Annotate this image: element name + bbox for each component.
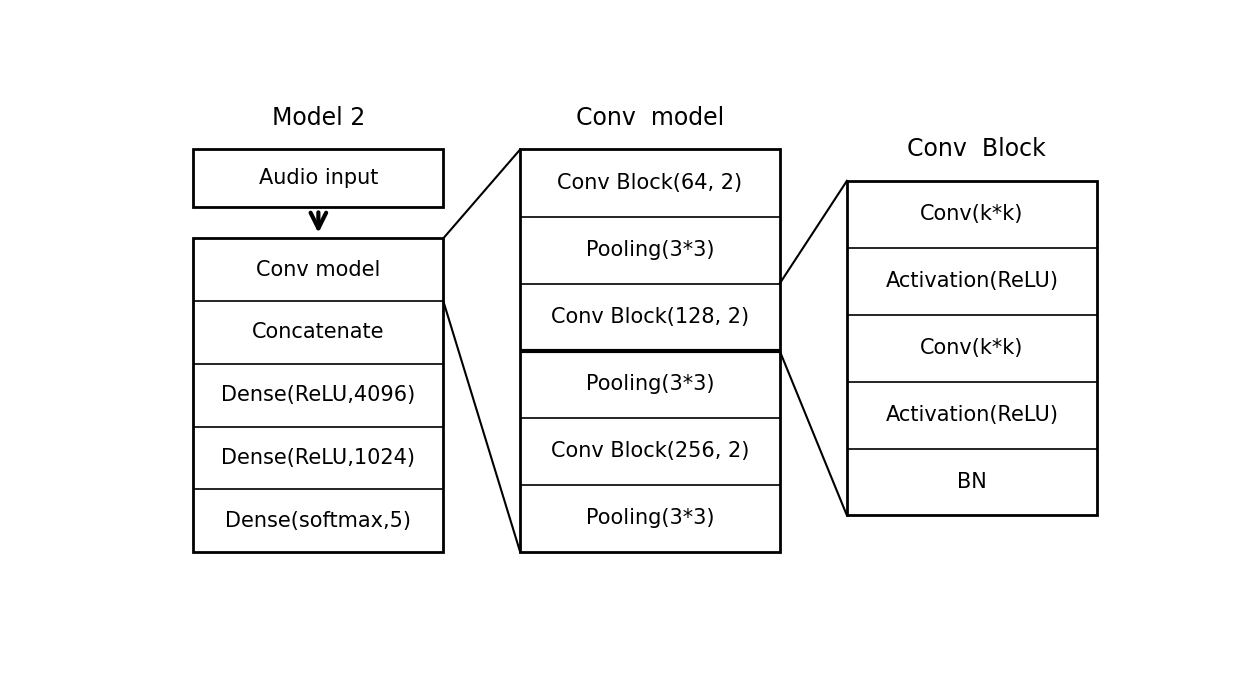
Text: Conv model: Conv model (257, 259, 381, 280)
Text: Conv  model: Conv model (575, 106, 724, 130)
Text: Pooling(3*3): Pooling(3*3) (585, 240, 714, 260)
Text: BN: BN (957, 472, 987, 492)
Text: Dense(softmax,5): Dense(softmax,5) (226, 511, 412, 531)
Text: Conv(k*k): Conv(k*k) (920, 338, 1023, 358)
Text: Pooling(3*3): Pooling(3*3) (585, 509, 714, 528)
Text: Audio input: Audio input (259, 168, 378, 188)
Text: Conv  Block: Conv Block (908, 137, 1047, 162)
Text: Concatenate: Concatenate (252, 323, 384, 342)
Bar (847, 181, 1096, 515)
Text: Activation(ReLU): Activation(ReLU) (885, 271, 1059, 291)
Text: Dense(ReLU,4096): Dense(ReLU,4096) (221, 385, 415, 405)
Text: Conv Block(256, 2): Conv Block(256, 2) (551, 441, 749, 462)
Bar (193, 238, 444, 552)
Text: Conv Block(128, 2): Conv Block(128, 2) (551, 307, 749, 327)
Text: Conv(k*k): Conv(k*k) (920, 204, 1023, 224)
Text: Activation(ReLU): Activation(ReLU) (885, 405, 1059, 425)
Text: Pooling(3*3): Pooling(3*3) (585, 374, 714, 394)
Bar (521, 149, 780, 552)
Text: Dense(ReLU,1024): Dense(ReLU,1024) (222, 448, 415, 468)
Text: Conv Block(64, 2): Conv Block(64, 2) (557, 173, 743, 193)
Bar (193, 149, 444, 207)
Text: Model 2: Model 2 (272, 106, 365, 130)
